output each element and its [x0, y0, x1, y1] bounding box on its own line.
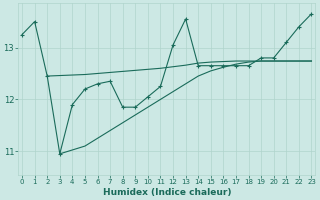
X-axis label: Humidex (Indice chaleur): Humidex (Indice chaleur) — [102, 188, 231, 197]
